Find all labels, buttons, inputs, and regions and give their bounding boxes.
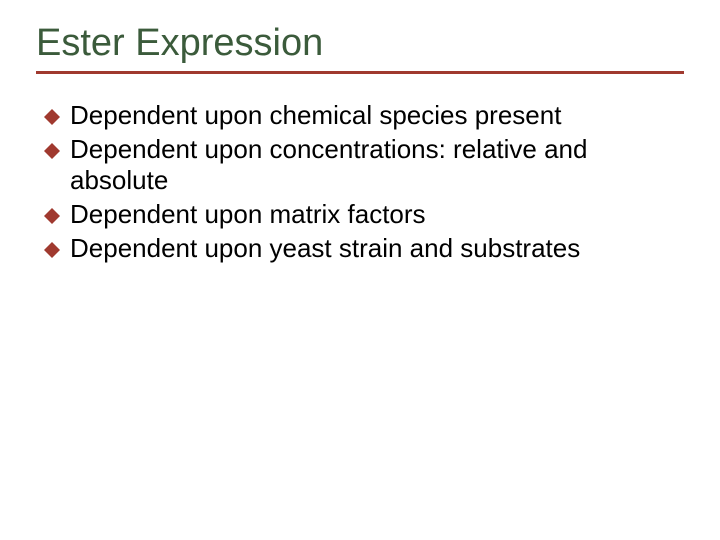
diamond-bullet-icon xyxy=(44,199,70,231)
bullet-list: Dependent upon chemical species present … xyxy=(44,100,664,267)
bullet-item: Dependent upon concentrations: relative … xyxy=(44,134,664,197)
bullet-item: Dependent upon matrix factors xyxy=(44,199,664,231)
bullet-item: Dependent upon chemical species present xyxy=(44,100,664,132)
diamond-bullet-icon xyxy=(44,233,70,265)
bullet-text: Dependent upon chemical species present xyxy=(70,100,561,130)
bullet-text: Dependent upon matrix factors xyxy=(70,199,426,229)
bullet-item: Dependent upon yeast strain and substrat… xyxy=(44,233,664,265)
diamond-bullet-icon xyxy=(44,134,70,166)
slide: Ester Expression Dependent upon chemical… xyxy=(0,0,720,540)
bullet-text: Dependent upon concentrations: relative … xyxy=(70,134,587,196)
bullet-text: Dependent upon yeast strain and substrat… xyxy=(70,233,580,263)
title-underline xyxy=(36,71,684,74)
slide-title: Ester Expression xyxy=(36,22,684,67)
title-block: Ester Expression xyxy=(36,22,684,74)
diamond-bullet-icon xyxy=(44,100,70,132)
